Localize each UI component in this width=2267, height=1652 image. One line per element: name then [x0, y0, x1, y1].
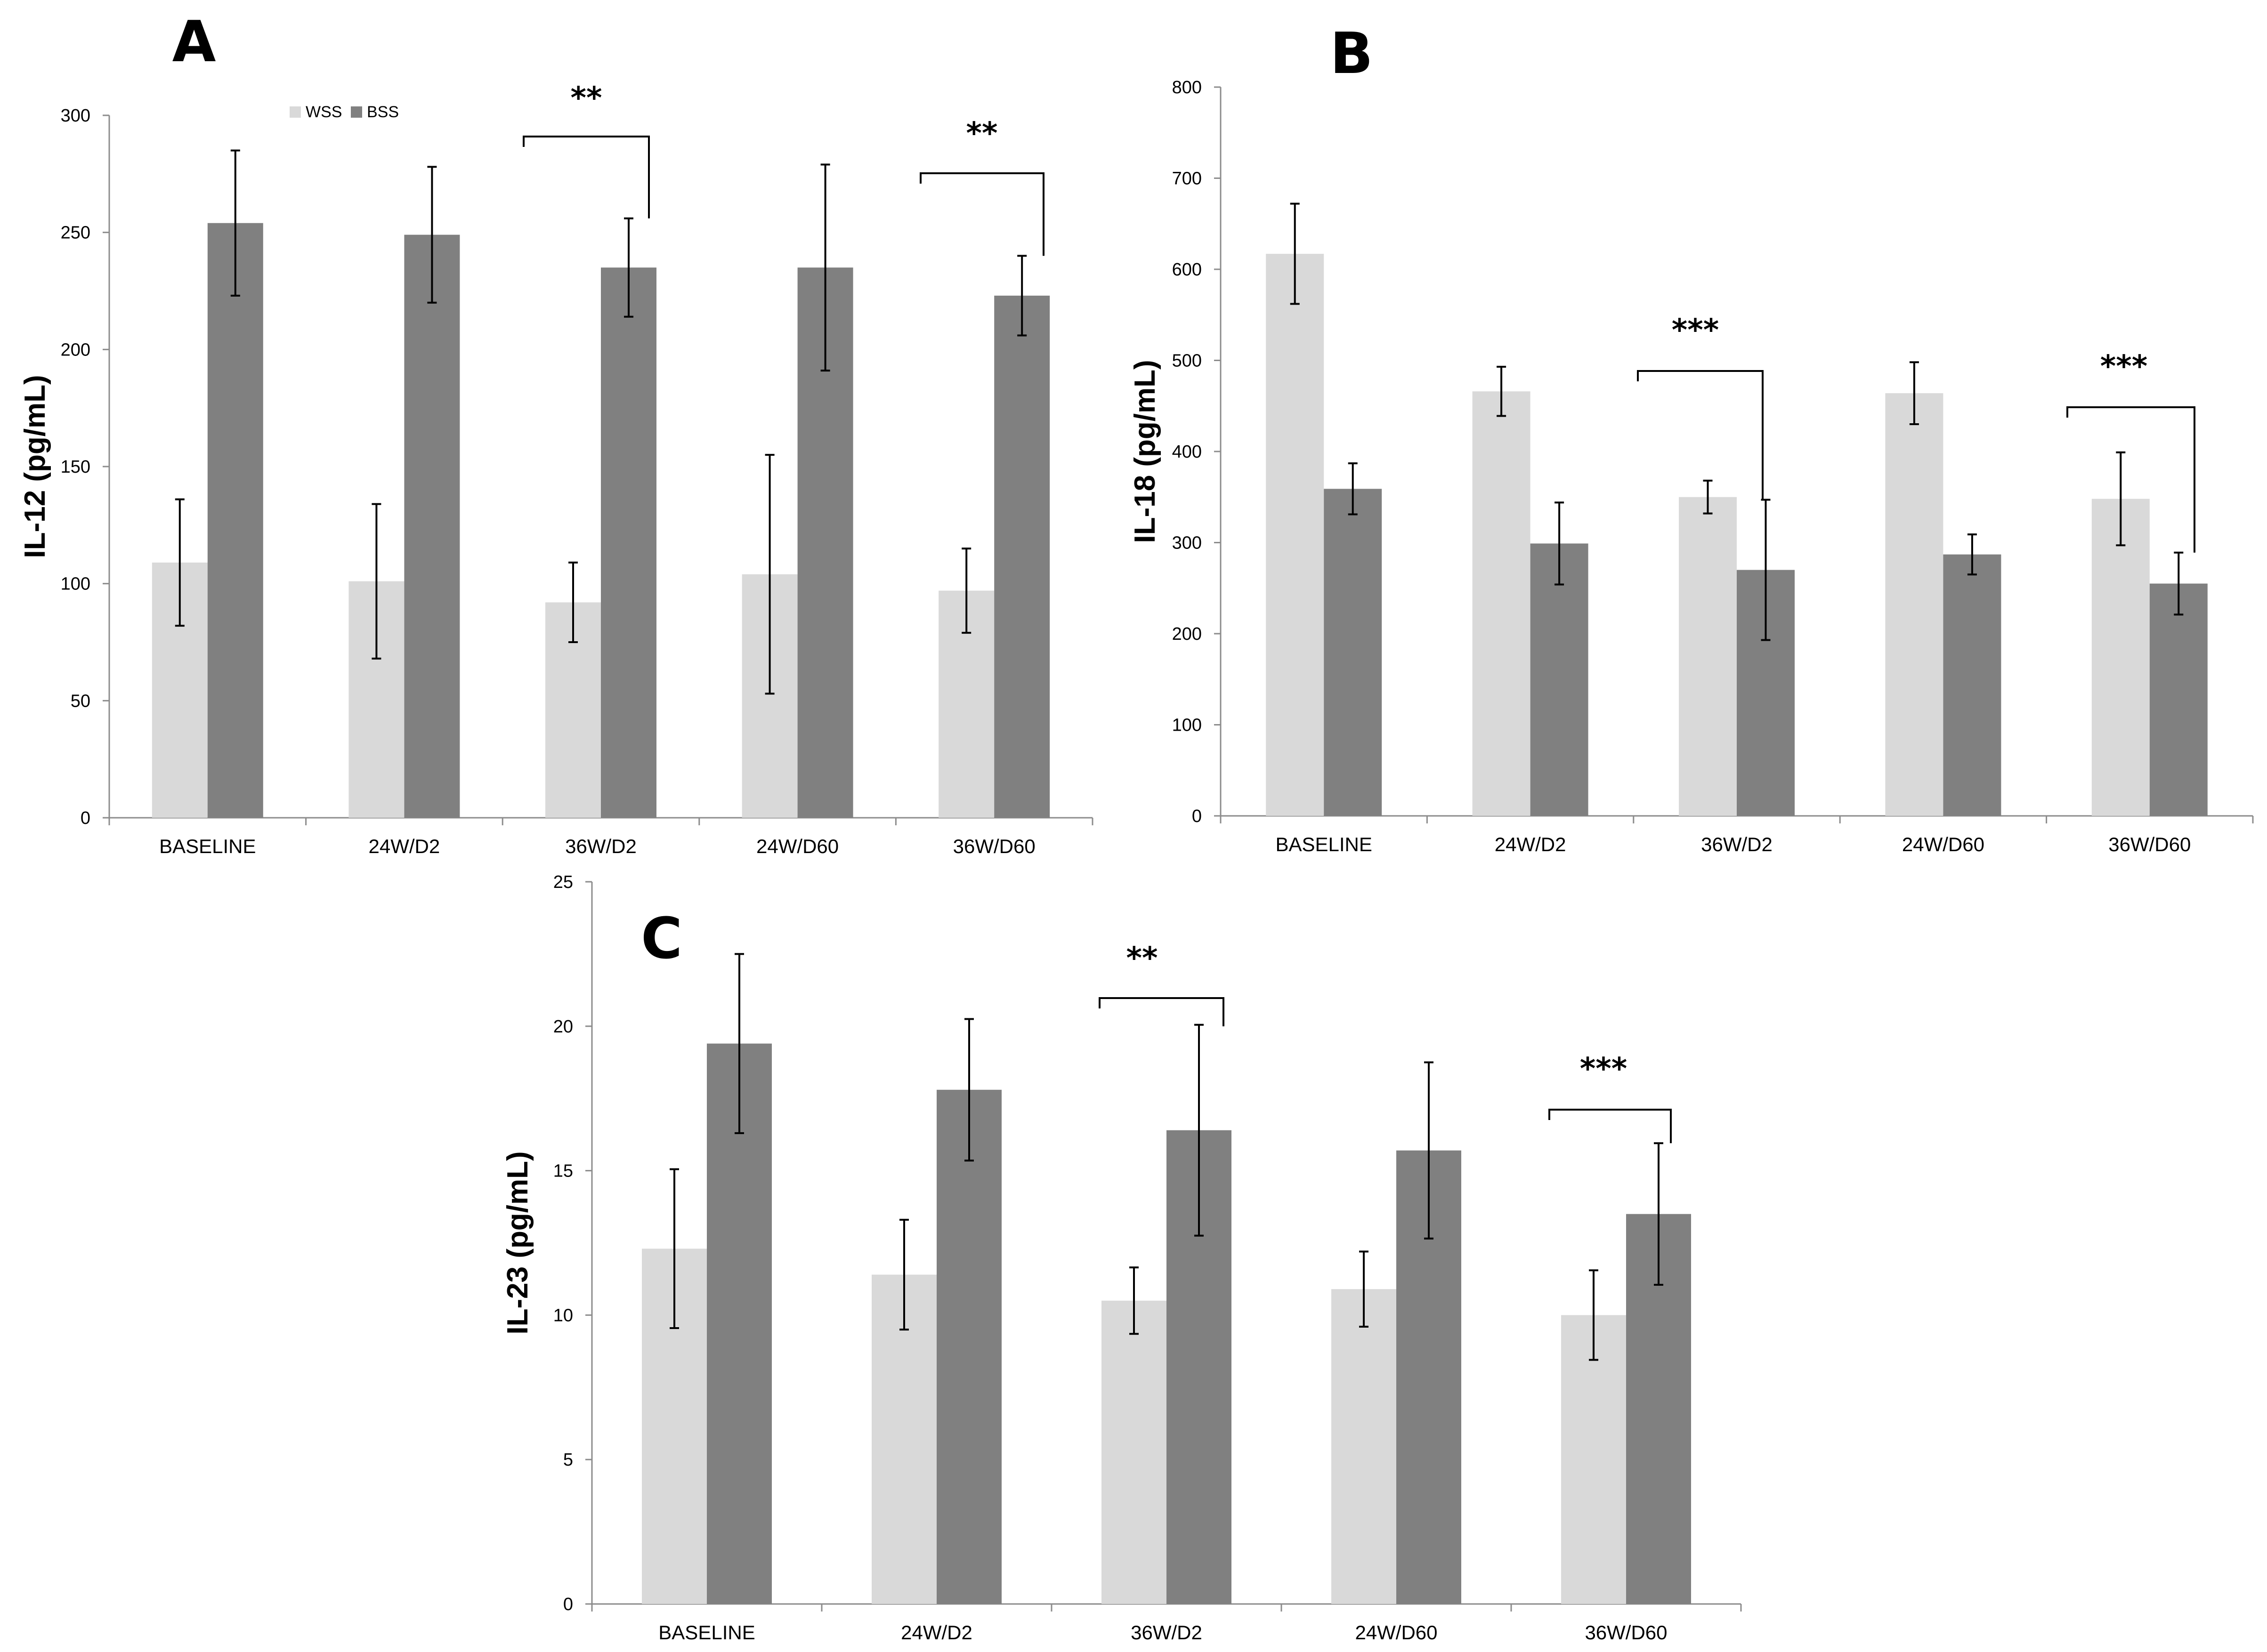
bar-bss [2149, 583, 2208, 816]
x-tick-label: 24W/D2 [369, 835, 440, 857]
bar-wss [2091, 499, 2150, 816]
y-tick-label: 50 [71, 691, 90, 711]
y-tick-label: 300 [1172, 533, 1202, 553]
x-tick-label: BASELINE [159, 835, 256, 857]
x-tick-label: 24W/D60 [756, 835, 839, 857]
chart-panel-b: 0 100 200 300 400 500 600 700 800 BASELINE 24W/D2 3… [1129, 21, 2254, 855]
y-tick-label: 20 [553, 1017, 573, 1037]
y-axis-title: IL-12 (pg/mL) [19, 375, 51, 558]
legend-label-bss: BSS [367, 103, 399, 121]
bar-wss [1885, 393, 1943, 816]
legend-swatch-wss [290, 106, 301, 118]
bar-wss [1266, 254, 1324, 816]
significance-bracket [1637, 370, 1764, 500]
y-tick-label: 500 [1172, 351, 1202, 371]
x-tick-label: 24W/D2 [1495, 833, 1566, 855]
legend-swatch-bss [351, 106, 362, 118]
y-tick-label: 5 [563, 1450, 573, 1470]
y-tick-label: 600 [1172, 260, 1202, 280]
bar-bss [1943, 554, 2001, 816]
y-tick-label: 15 [553, 1161, 573, 1181]
significance-bracket [523, 136, 650, 218]
significance-bracket [1548, 1109, 1672, 1144]
panel-label: B [1330, 21, 1373, 87]
bar-wss [1561, 1315, 1626, 1604]
significance-bracket [2066, 406, 2195, 553]
y-tick-label: 10 [553, 1305, 573, 1325]
y-tick-label: 100 [1172, 716, 1202, 735]
y-tick-label: 700 [1172, 169, 1202, 189]
x-tick-label: 36W/D60 [953, 835, 1036, 857]
y-tick-label: 300 [61, 106, 90, 126]
bar-wss [1331, 1289, 1396, 1604]
chart-panel-c: 0 5 10 15 20 25 BASELINE 24W/D2 36W/D2 24W/D60 36W… [502, 872, 1742, 1644]
y-tick-label: 200 [1172, 624, 1202, 644]
bar-bss [404, 234, 460, 818]
x-tick-label: BASELINE [658, 1621, 755, 1644]
bar-bss [1530, 543, 1588, 816]
y-tick-label: 0 [1192, 806, 1202, 826]
y-tick-label: 150 [61, 457, 90, 477]
x-tick-label: 24W/D60 [1355, 1621, 1437, 1644]
bar-wss [1101, 1300, 1166, 1604]
legend-label-wss: WSS [306, 103, 342, 121]
significance-label: ** [1126, 941, 1158, 976]
bar-bss [707, 1043, 772, 1604]
bar-wss [1679, 497, 1737, 816]
y-tick-label: 800 [1172, 78, 1202, 97]
significance-label: *** [1672, 313, 1719, 348]
x-tick-label: 36W/D60 [2108, 833, 2191, 855]
x-tick-label: 24W/D2 [901, 1621, 972, 1644]
y-tick-label: 0 [81, 808, 90, 828]
y-axis-title: IL-23 (pg/mL) [502, 1151, 534, 1334]
y-axis-title: IL-18 (pg/mL) [1129, 360, 1161, 543]
bar-bss [601, 267, 656, 818]
y-tick-label: 25 [553, 872, 573, 892]
x-tick-label: 24W/D60 [1902, 833, 1984, 855]
bar-bss [937, 1089, 1002, 1604]
significance-bracket [920, 172, 1044, 256]
y-tick-label: 0 [563, 1595, 573, 1614]
x-tick-label: 36W/D2 [1131, 1621, 1202, 1644]
significance-label: *** [1580, 1052, 1627, 1087]
significance-label: ** [966, 116, 998, 151]
bar-wss [1472, 391, 1530, 816]
bar-bss [207, 223, 263, 818]
y-tick-label: 250 [61, 223, 90, 243]
bar-bss [994, 295, 1050, 818]
x-tick-label: 36W/D2 [565, 835, 637, 857]
x-tick-label: BASELINE [1275, 833, 1372, 855]
y-tick-label: 100 [61, 574, 90, 594]
bar-bss [1324, 489, 1382, 816]
y-tick-label: 200 [61, 340, 90, 360]
significance-bracket [1099, 997, 1224, 1026]
x-tick-label: 36W/D2 [1701, 833, 1773, 855]
panel-label: C [641, 906, 682, 972]
significance-label: *** [2100, 349, 2147, 384]
y-tick-label: 400 [1172, 442, 1202, 462]
chart-panel-a: 0 50 100 150 200 250 300 BASELINE 24W/D2 36W/D2 24… [19, 9, 1093, 857]
x-tick-label: 36W/D60 [1585, 1621, 1667, 1644]
panel-label: A [172, 9, 216, 75]
significance-label: ** [571, 81, 602, 116]
